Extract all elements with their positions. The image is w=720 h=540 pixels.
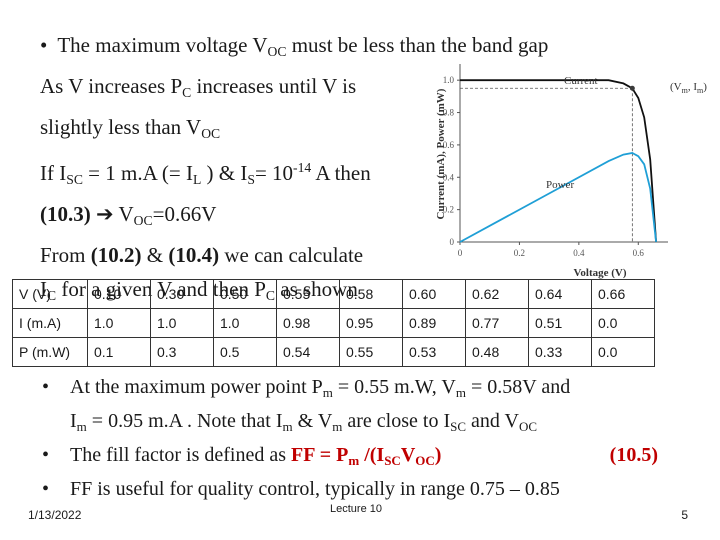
table-cell: 0.1 xyxy=(87,337,151,367)
text-line-6: From (10.2) & (10.4) we can calculate xyxy=(40,243,364,268)
table-cell: 0.55 xyxy=(276,279,340,309)
y-tick-label: 0 xyxy=(450,237,455,247)
footer-lecture: Lecture 10 xyxy=(330,503,382,515)
legend-power: Power xyxy=(546,179,574,191)
text-line-4: If ISC = 1 m.A (= IL ) & IS= 10-14 A the… xyxy=(40,160,371,188)
y-tick-label: 0.4 xyxy=(443,172,455,182)
table-cell: 0.60 xyxy=(402,279,466,309)
row-label: V (V) xyxy=(12,279,88,309)
text-line-2: As V increases PC increases until V is xyxy=(40,74,357,101)
iv-power-chart: 0 0.2 0.4 0.6 0.8 1.0 0 0.2 0.4 0.6 Voltage (V) C… xyxy=(435,64,707,279)
row-voltage: V (V) 0.10 0.30 0.50 0.55 0.58 0.60 0.62 0.64 0.6… xyxy=(12,279,655,309)
arrow-icon: ➔ xyxy=(96,202,114,227)
bullet-marker: • xyxy=(42,443,50,466)
row-current: I (m.A) 1.0 1.0 1.0 0.98 0.95 0.89 0.77 0.51 0.0 xyxy=(12,308,655,338)
table-cell: 0.98 xyxy=(276,308,340,338)
top-text-block: • The maximum voltage VOC must be less th… xyxy=(40,28,680,314)
text-line-3: slightly less than VOC xyxy=(40,115,221,142)
y-tick-label: 1.0 xyxy=(443,75,455,85)
table-cell: 0.54 xyxy=(276,337,340,367)
legend-current: Current xyxy=(564,75,598,87)
max-power-point-annotation: (Vm, Im) xyxy=(670,81,707,95)
bullet-max-power-point: • At the maximum power point Pm = 0.55 m… xyxy=(40,373,700,441)
y-tick-label: 0.8 xyxy=(443,108,455,118)
table-cell: 0.95 xyxy=(339,308,403,338)
max-power-point-marker xyxy=(629,85,635,91)
x-tick-label: 0.2 xyxy=(514,248,525,258)
table-cell: 0.53 xyxy=(402,337,466,367)
table-cell: 0.55 xyxy=(339,337,403,367)
row-power: P (m.W) 0.1 0.3 0.5 0.54 0.55 0.53 0.48 0.33 0.0 xyxy=(12,337,655,367)
text-line-5: (10.3) ➔ VOC=0.66V xyxy=(40,202,217,229)
page-number: 5 xyxy=(681,508,688,522)
equation-ref-10-3: (10.3) xyxy=(40,202,91,227)
footer-date: 1/13/2022 xyxy=(28,508,82,522)
table-cell: 0.51 xyxy=(528,308,592,338)
equation-ref-10-4: (10.4) xyxy=(168,243,220,268)
x-tick-label: 0.4 xyxy=(573,248,585,258)
y-tick-label: 0.6 xyxy=(443,140,455,150)
table-cell: 0.3 xyxy=(150,337,214,367)
y-tick-label: 0.2 xyxy=(443,205,454,215)
table-cell: 0.77 xyxy=(465,308,529,338)
table-cell: 1.0 xyxy=(213,308,277,338)
table-cell: 0.30 xyxy=(150,279,214,309)
table-cell: 0.66 xyxy=(591,279,655,309)
table-cell: 0.48 xyxy=(465,337,529,367)
row-label: I (m.A) xyxy=(12,308,88,338)
table-cell: 0.33 xyxy=(528,337,592,367)
chart-ticks: 0 0.2 0.4 0.6 0.8 1.0 0 0.2 0.4 0.6 xyxy=(443,75,645,258)
bullet-quality-control: • FF is useful for quality control, typi… xyxy=(40,475,700,503)
x-tick-label: 0 xyxy=(458,248,463,258)
bottom-bullets: • At the maximum power point Pm = 0.55 m… xyxy=(40,373,700,503)
table-cell: 1.0 xyxy=(150,308,214,338)
chart-axes xyxy=(459,64,668,243)
fill-factor-equation: FF = Pm /(ISCVOC) xyxy=(291,443,442,468)
row-label: P (m.W) xyxy=(12,337,88,367)
table-cell: 0.5 xyxy=(213,337,277,367)
table-cell: 1.0 xyxy=(87,308,151,338)
chart-gridlines xyxy=(460,87,633,242)
table-cell: 0.10 xyxy=(87,279,151,309)
chart-labels: Voltage (V) Current (mA), Power (mW) Cur… xyxy=(435,75,707,279)
bullet-marker: • xyxy=(42,376,50,398)
equation-number: (10.5) xyxy=(609,443,658,466)
table-cell: 0.89 xyxy=(402,308,466,338)
table-cell: 0.64 xyxy=(528,279,592,309)
intro-bullet: • The maximum voltage VOC must be less th… xyxy=(40,33,549,60)
bullet-fill-factor: • The fill factor is defined as FF = Pm … xyxy=(40,441,700,475)
bullet-marker: • xyxy=(40,33,48,57)
table-cell: 0.62 xyxy=(465,279,529,309)
x-axis-label: Voltage (V) xyxy=(573,267,626,279)
iv-data-table: V (V) 0.10 0.30 0.50 0.55 0.58 0.60 0.62 0.64 0.6… xyxy=(12,279,655,367)
power-curve xyxy=(459,152,657,243)
x-tick-label: 0.6 xyxy=(633,248,645,258)
table-cell: 0.58 xyxy=(339,279,403,309)
table-cell: 0.0 xyxy=(591,337,655,367)
chart-series xyxy=(459,79,657,243)
bullet-marker: • xyxy=(42,477,50,500)
y-axis-label: Current (mA), Power (mW) xyxy=(435,88,447,219)
table-cell: 0.0 xyxy=(591,308,655,338)
current-curve xyxy=(460,79,657,243)
equation-ref-10-2: (10.2) xyxy=(90,243,142,268)
table-cell: 0.50 xyxy=(213,279,277,309)
